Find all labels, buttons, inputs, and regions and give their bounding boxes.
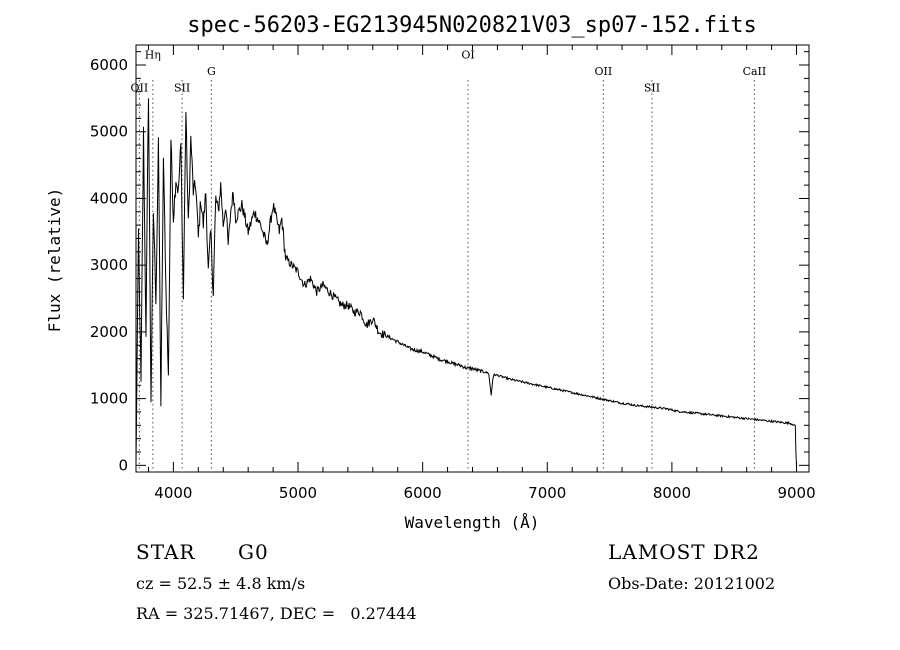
y-tick-label: 2000	[90, 323, 128, 341]
object-subclass: G0	[238, 540, 269, 564]
spectral-line-label: CaII	[743, 65, 767, 78]
object-class: STAR	[136, 540, 196, 564]
obs-date-text: Obs-Date: 20121002	[608, 574, 776, 593]
y-tick-label: 4000	[90, 189, 128, 207]
x-axis-label: Wavelength (Å)	[405, 513, 540, 532]
x-tick-label: 8000	[653, 484, 691, 502]
spectral-line-label: SII	[644, 82, 660, 95]
redshift-text: cz = 52.5 ± 4.8 km/s	[136, 574, 306, 593]
spectral-line-label: OI	[461, 48, 474, 61]
y-tick-label: 5000	[90, 123, 128, 141]
x-tick-label: 5000	[279, 484, 317, 502]
spectral-line-label: SII	[174, 82, 190, 95]
spectral-line-label: OII	[131, 82, 149, 95]
x-tick-label: 9000	[777, 484, 815, 502]
x-tick-label: 4000	[154, 484, 192, 502]
coordinates-text: RA = 325.71467, DEC = 0.27444	[136, 604, 417, 623]
y-tick-label: 3000	[90, 256, 128, 274]
x-tick-label: 6000	[404, 484, 442, 502]
spectrum-line	[135, 98, 797, 466]
y-tick-label: 1000	[90, 390, 128, 408]
spectral-line-label: Hη	[145, 48, 161, 61]
spectral-line-label: OII	[595, 65, 613, 78]
plot-frame	[135, 44, 810, 473]
survey-name: LAMOST DR2	[608, 540, 760, 564]
spectral-line-label: G	[207, 65, 216, 78]
x-tick-label: 7000	[528, 484, 566, 502]
chart-title: spec-56203-EG213945N020821V03_sp07-152.f…	[187, 13, 757, 38]
y-tick-label: 0	[118, 456, 128, 474]
y-axis-label: Flux (relative)	[45, 188, 64, 333]
y-tick-label: 6000	[90, 56, 128, 74]
